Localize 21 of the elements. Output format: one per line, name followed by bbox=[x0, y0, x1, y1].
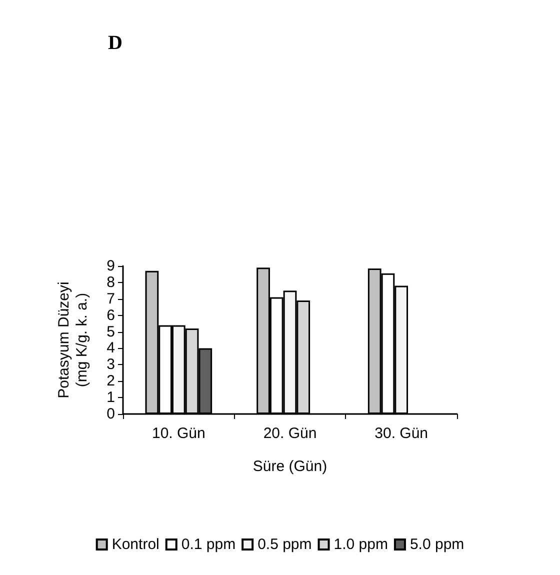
y-tick-label: 8 bbox=[106, 274, 115, 291]
y-tick-label: 0 bbox=[106, 406, 115, 422]
chart-title: D bbox=[108, 32, 122, 54]
y-axis-title: Potasyum Düzeyi (mg K/g. k. a.) bbox=[56, 282, 90, 398]
legend-label: 5.0 ppm bbox=[410, 536, 464, 553]
y-tick-label: 1 bbox=[106, 389, 115, 406]
legend-label: 0.5 ppm bbox=[258, 536, 312, 553]
x-tick-label: 30. Gün bbox=[374, 425, 428, 442]
y-tick-label: 2 bbox=[106, 372, 115, 390]
y-tick-label: 6 bbox=[106, 306, 115, 324]
y-tick-label: 4 bbox=[106, 340, 115, 357]
x-tick-label: 10. Gün bbox=[152, 425, 206, 442]
y-tick-label: 3 bbox=[106, 356, 115, 374]
y-tick-label: 5 bbox=[106, 323, 115, 340]
legend-label: Kontrol bbox=[112, 536, 160, 553]
y-tick-label: 9 bbox=[106, 258, 115, 274]
legend-label: 1.0 ppm bbox=[334, 536, 388, 553]
x-tick-label: 20. Gün bbox=[263, 425, 317, 442]
y-tick-label: 7 bbox=[106, 290, 115, 308]
x-axis-title: Süre (Gün) bbox=[252, 458, 328, 475]
legend-label: 0.1 ppm bbox=[181, 536, 236, 553]
